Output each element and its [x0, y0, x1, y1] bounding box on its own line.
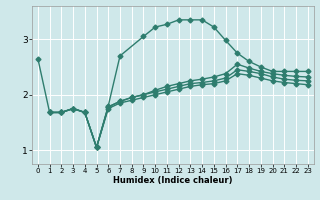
X-axis label: Humidex (Indice chaleur): Humidex (Indice chaleur) — [113, 176, 233, 185]
